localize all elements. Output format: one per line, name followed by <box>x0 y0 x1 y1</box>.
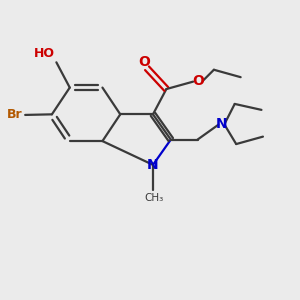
Text: Br: Br <box>7 108 22 122</box>
Text: O: O <box>193 74 204 88</box>
Text: HO: HO <box>33 47 54 61</box>
Text: CH₃: CH₃ <box>144 194 163 203</box>
Text: N: N <box>216 117 228 131</box>
Text: N: N <box>147 158 159 172</box>
Text: O: O <box>139 55 151 69</box>
